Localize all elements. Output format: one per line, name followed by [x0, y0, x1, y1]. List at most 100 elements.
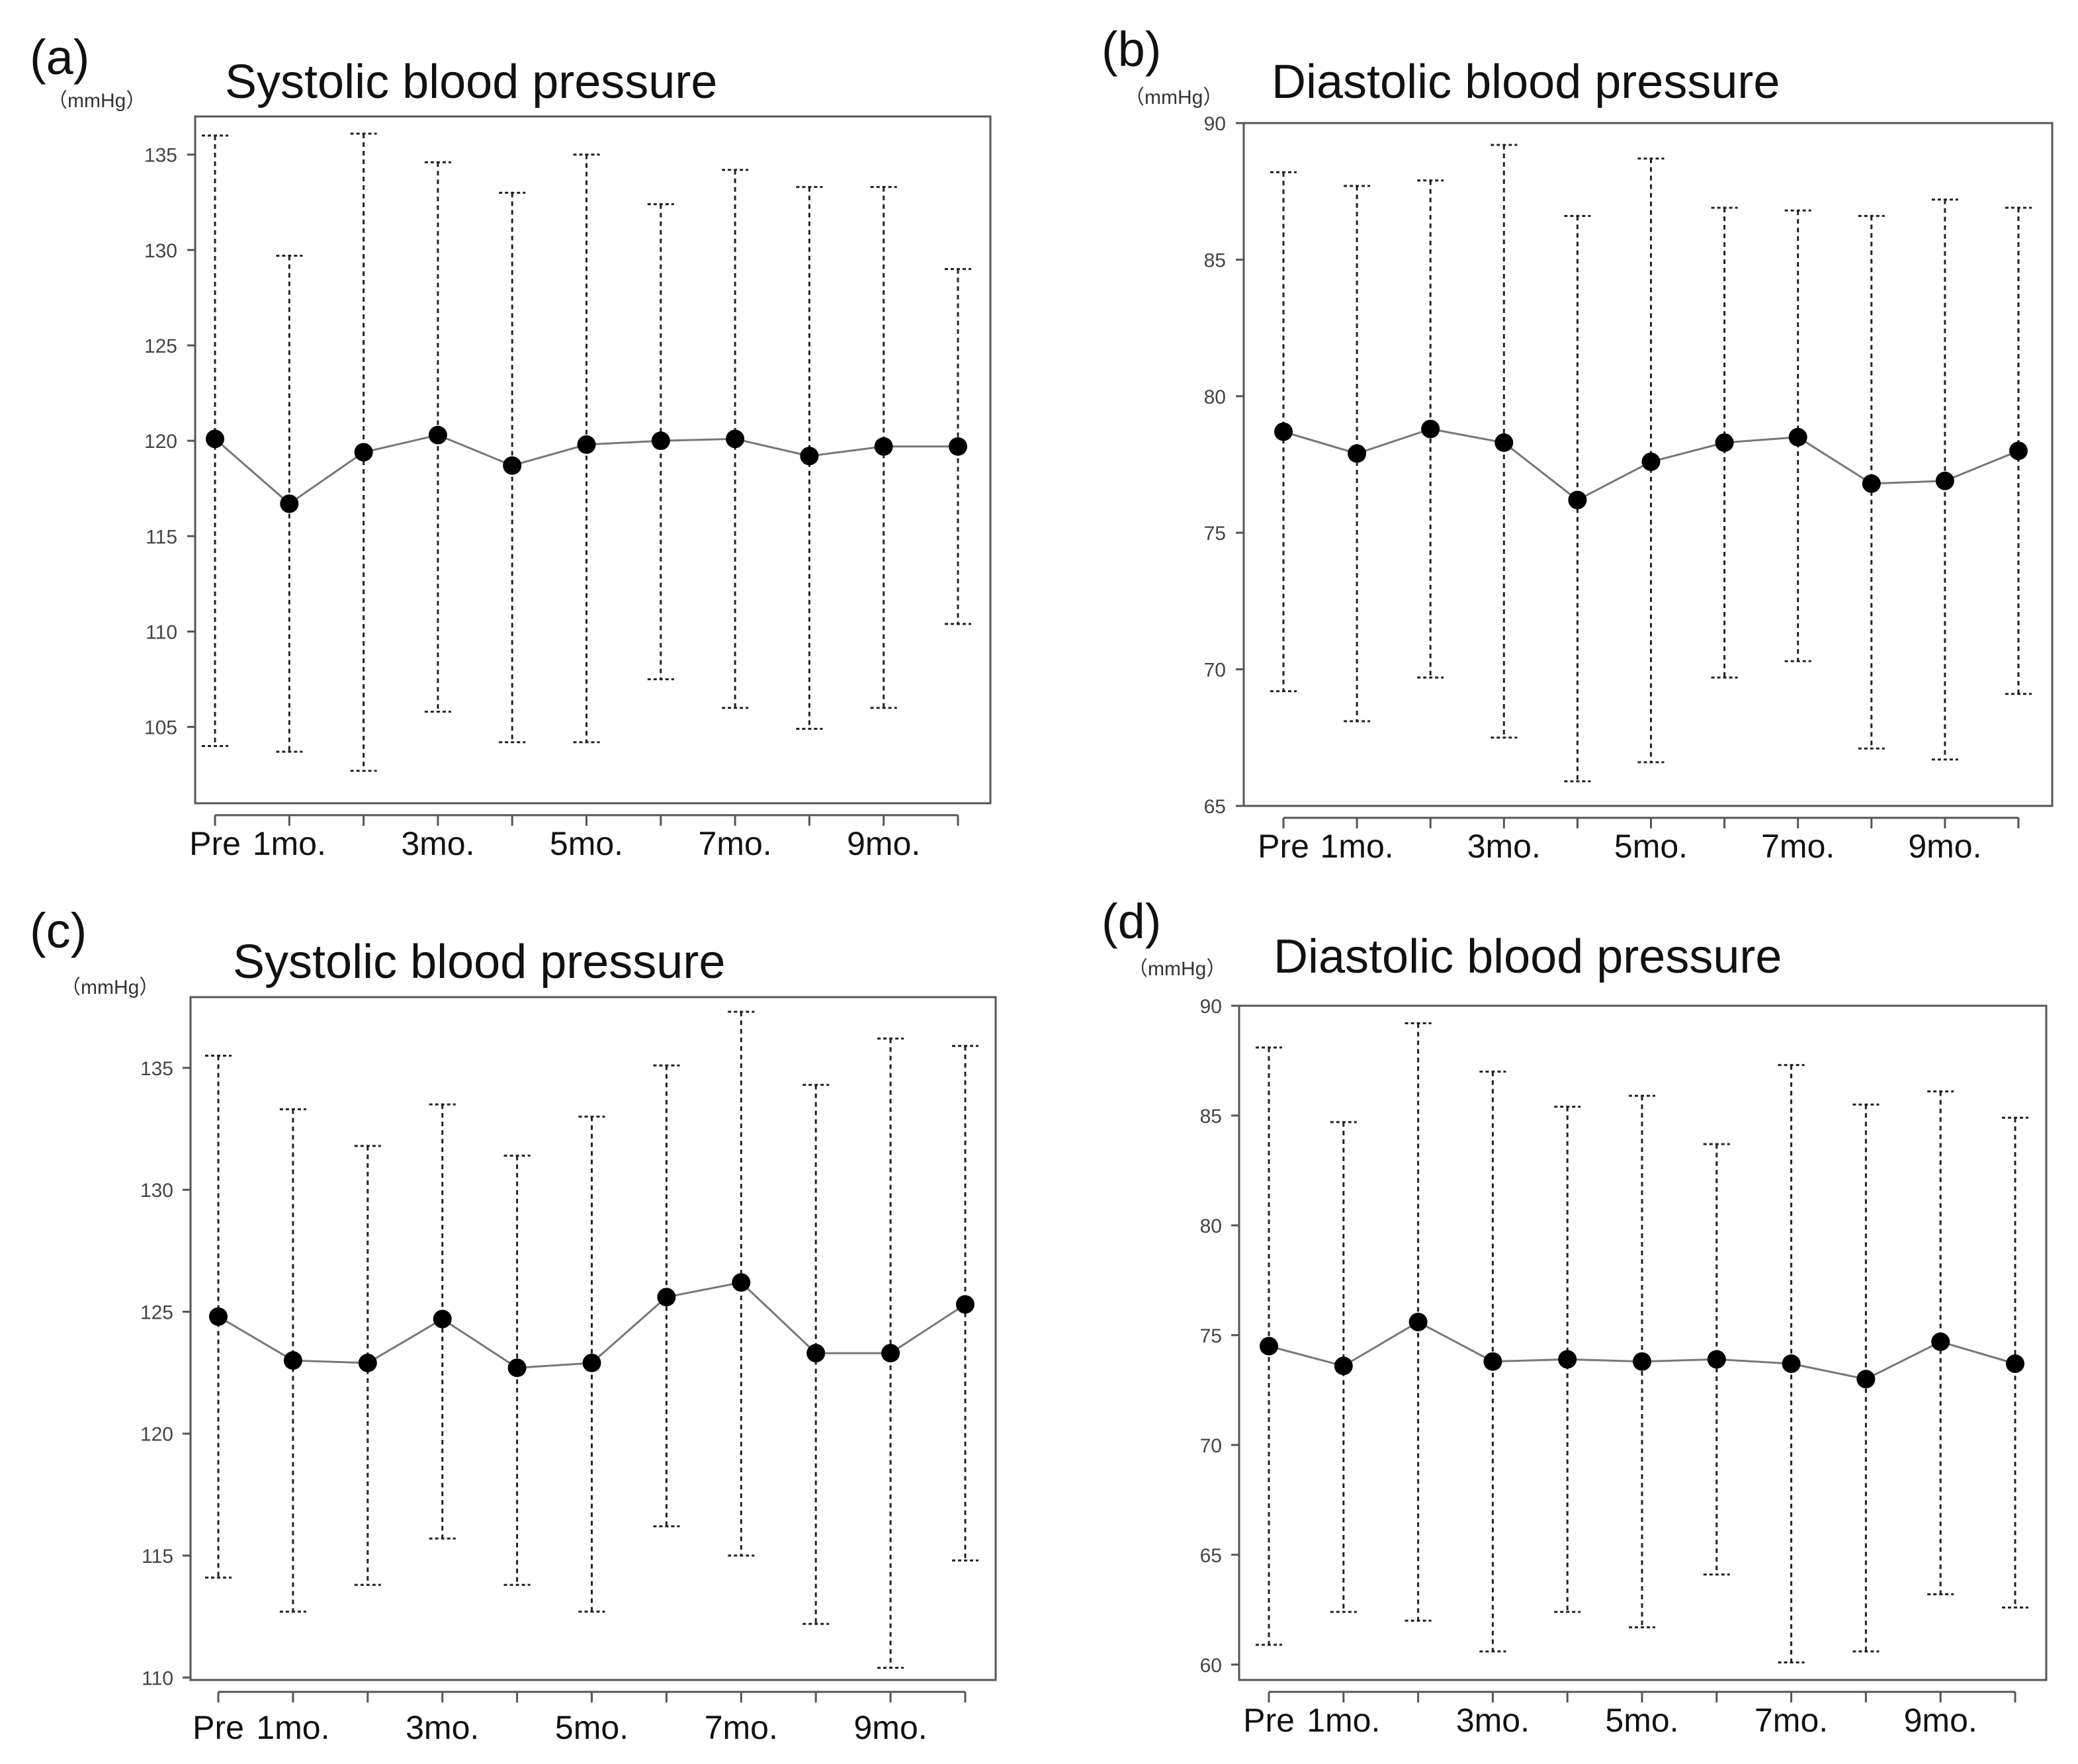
y-tick-label: 105 [144, 717, 177, 739]
data-point [354, 443, 373, 462]
y-tick-label: 130 [144, 240, 177, 262]
x-tick-label: 3mo. [406, 1709, 479, 1746]
y-tick-label: 85 [1204, 249, 1226, 271]
data-point [577, 435, 596, 454]
y-tick-label: 70 [1200, 1435, 1222, 1457]
data-point [1348, 444, 1367, 463]
data-point [1568, 490, 1587, 509]
panel-letter: (d) [1102, 894, 1161, 949]
data-point [657, 1288, 676, 1307]
x-tick-label: 7mo. [699, 825, 772, 862]
data-point [732, 1273, 751, 1292]
data-point [206, 429, 224, 449]
y-axis-unit-label: （mmHg） [1125, 87, 1223, 109]
data-point [1641, 452, 1661, 471]
data-point [1935, 471, 1954, 490]
data-point [1558, 1350, 1577, 1369]
chart-title: Diastolic blood pressure [1272, 56, 1780, 109]
chart-title: Diastolic blood pressure [1274, 930, 1782, 983]
y-axis-unit-label: （mmHg） [48, 90, 146, 112]
chart-title: Systolic blood pressure [225, 56, 717, 109]
y-tick-label: 115 [142, 1546, 173, 1567]
data-point [2009, 441, 2028, 461]
data-point [1274, 422, 1293, 441]
data-point [874, 437, 893, 456]
y-tick-label: 125 [140, 1301, 173, 1323]
data-point [1788, 427, 1807, 447]
data-point [1334, 1356, 1353, 1376]
y-tick-label: 75 [1200, 1325, 1222, 1347]
plot-frame [1238, 1004, 2048, 1681]
data-point [726, 429, 745, 449]
x-tick-label: 3mo. [401, 825, 474, 862]
chart-panel-a: (a) Systolic blood pressure （mmHg） 105 110 11… [30, 30, 992, 862]
y-tick-label: 80 [1200, 1215, 1222, 1237]
y-tick-label: 120 [140, 1424, 173, 1446]
x-tick-label: Pre [193, 1709, 244, 1746]
data-point [949, 437, 967, 456]
data-point [1715, 433, 1734, 452]
x-tick-label: 5mo. [555, 1709, 628, 1746]
data-point [1862, 474, 1881, 493]
x-tick-label: Pre [1243, 1702, 1295, 1739]
data-point [881, 1344, 900, 1363]
x-tick-label: 1mo. [1320, 828, 1394, 865]
data-point [503, 456, 522, 475]
x-tick-label: 3mo. [1456, 1702, 1530, 1739]
chart-panel-c: (c) Systolic blood pressure （mmHg） 110 115 12… [30, 903, 997, 1746]
chart-panel-b: (b) Diastolic blood pressure （mmHg） 65 70 75 8… [1102, 22, 2054, 865]
data-point [806, 1344, 826, 1363]
plot-frame [1242, 122, 2054, 807]
x-tick-label: 9mo. [1904, 1702, 1977, 1739]
data-point [1633, 1352, 1651, 1371]
data-point [1408, 1312, 1428, 1331]
y-tick-label: 90 [1204, 113, 1226, 135]
y-tick-label: 75 [1204, 523, 1226, 545]
data-point [582, 1353, 601, 1372]
x-tick-label: 1mo. [1307, 1702, 1380, 1739]
y-tick-label: 130 [140, 1180, 173, 1202]
y-tick-label: 80 [1204, 386, 1226, 408]
x-tick-label: 5mo. [1605, 1702, 1678, 1739]
y-tick-label: 60 [1200, 1655, 1222, 1677]
plot-frame [194, 115, 992, 805]
y-tick-label: 125 [144, 335, 177, 357]
data-point [428, 425, 447, 445]
data-point [1931, 1332, 1950, 1351]
x-tick-label: 5mo. [550, 825, 623, 862]
data-point [1782, 1354, 1801, 1374]
panel-letter: (a) [30, 30, 89, 85]
y-axis-unit-label: （mmHg） [61, 977, 159, 998]
x-tick-label: 3mo. [1467, 828, 1541, 865]
x-tick-label: 9mo. [847, 825, 920, 862]
x-tick-label: 9mo. [854, 1709, 928, 1746]
data-point [1260, 1337, 1278, 1356]
data-point [651, 431, 670, 451]
y-tick-label: 85 [1200, 1106, 1222, 1127]
chart-title: Systolic blood pressure [233, 936, 725, 989]
data-point [800, 447, 819, 466]
data-point [433, 1309, 452, 1329]
data-point [209, 1307, 228, 1326]
plot-frame [189, 996, 997, 1681]
y-tick-label: 65 [1204, 796, 1226, 818]
x-tick-label: 7mo. [1754, 1702, 1828, 1739]
data-point [1494, 433, 1514, 452]
data-point [1856, 1370, 1876, 1389]
y-tick-label: 70 [1204, 660, 1226, 682]
data-point [283, 1351, 302, 1370]
x-tick-label: 1mo. [253, 825, 326, 862]
data-point [956, 1295, 974, 1314]
data-point [1421, 419, 1440, 439]
x-tick-label: 7mo. [705, 1709, 778, 1746]
y-axis-unit-label: （mmHg） [1128, 958, 1226, 980]
data-point [2006, 1354, 2024, 1374]
data-point [1483, 1352, 1502, 1371]
data-point [1707, 1350, 1726, 1369]
x-tick-label: Pre [1258, 828, 1309, 865]
y-tick-label: 115 [146, 526, 177, 548]
x-tick-label: 7mo. [1761, 828, 1835, 865]
data-point [507, 1358, 527, 1378]
x-tick-label: 9mo. [1908, 828, 1981, 865]
